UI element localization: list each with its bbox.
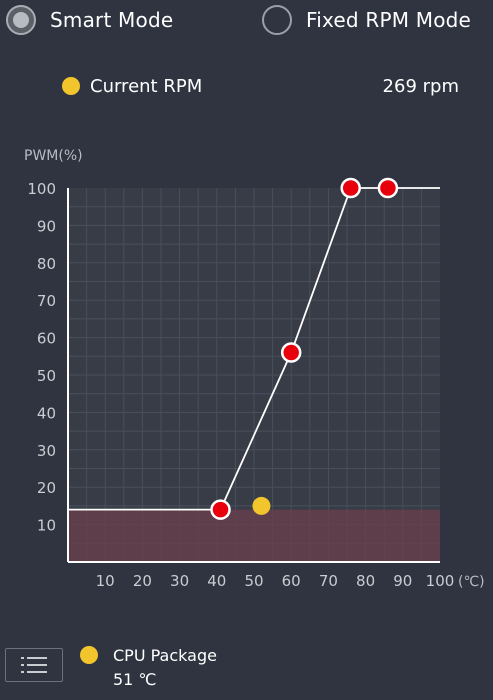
- x-tick-label: 40: [207, 572, 226, 590]
- y-tick-label: 100: [27, 180, 56, 198]
- x-axis-unit-label: (℃): [458, 574, 485, 590]
- y-tick-label: 90: [37, 217, 56, 235]
- sensor-name: CPU Package: [113, 646, 217, 665]
- x-tick-label: 50: [244, 572, 263, 590]
- radio-selected-icon: [6, 5, 36, 35]
- current-rpm-dot-icon: [62, 77, 80, 95]
- current-rpm-value: 269 rpm: [382, 75, 459, 97]
- sensor-temp: 51 ℃: [113, 670, 157, 689]
- fan-curve-chart[interactable]: PWM(%) 10 20 30 40 50 60 70 80 90 100 10 20 30 40 50 60 7…: [0, 0, 493, 640]
- curve-control-point-2[interactable]: [280, 342, 302, 363]
- curve-control-point-4[interactable]: [377, 177, 399, 199]
- smart-mode-label: Smart Mode: [50, 8, 174, 32]
- fixed-rpm-mode-radio[interactable]: Fixed RPM Mode: [262, 5, 471, 35]
- x-tick-label: 100: [426, 572, 455, 590]
- y-tick-label: 80: [37, 255, 56, 273]
- y-tick-label: 40: [37, 404, 56, 422]
- current-temperature-point: [252, 496, 271, 515]
- current-rpm-row: Current RPM 269 rpm: [62, 72, 459, 100]
- smart-mode-radio[interactable]: Smart Mode: [6, 5, 173, 35]
- y-tick-label: 30: [37, 442, 56, 460]
- sensor-dot-icon: [80, 646, 98, 664]
- min-pwm-shaded-region: [68, 509, 440, 562]
- x-tick-label: 10: [96, 572, 115, 590]
- y-tick-label: 20: [37, 479, 56, 497]
- menu-button[interactable]: [5, 648, 63, 682]
- y-tick-label: 60: [37, 330, 56, 348]
- curve-control-point-3[interactable]: [340, 177, 361, 199]
- x-tick-label: 80: [356, 572, 375, 590]
- x-tick-label: 90: [393, 572, 412, 590]
- list-menu-icon: [21, 657, 47, 673]
- y-axis-title: PWM(%): [24, 148, 83, 164]
- fixed-rpm-mode-label: Fixed RPM Mode: [306, 8, 472, 32]
- radio-unselected-icon: [262, 5, 292, 35]
- curve-control-point-1[interactable]: [210, 499, 231, 520]
- x-tick-label: 70: [319, 572, 338, 590]
- x-tick-label: 60: [282, 572, 301, 590]
- y-tick-label: 70: [37, 292, 56, 310]
- y-tick-label: 50: [37, 367, 56, 385]
- x-tick-label: 20: [133, 572, 152, 590]
- x-tick-label: 30: [170, 572, 189, 590]
- y-tick-label: 10: [37, 517, 56, 535]
- current-rpm-label: Current RPM: [90, 75, 203, 97]
